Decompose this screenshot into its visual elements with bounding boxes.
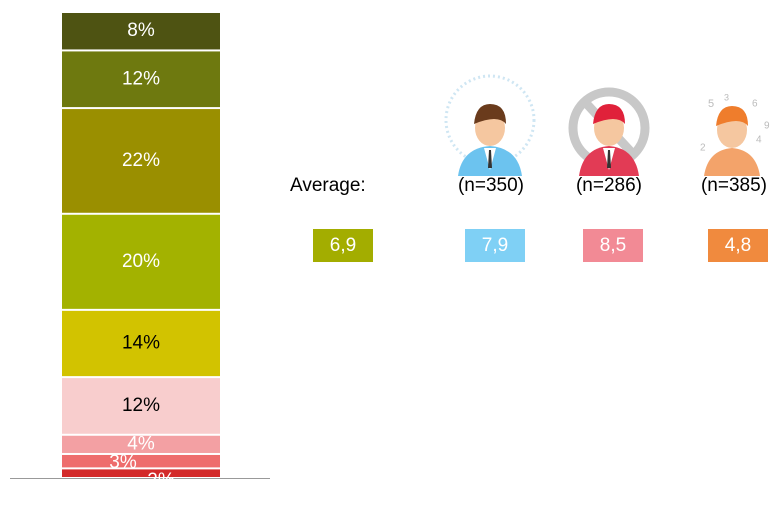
bar-segment [62,454,220,468]
svg-text:3: 3 [724,92,729,102]
bar-label: 14% [122,333,160,354]
bar-label: 8% [127,20,155,41]
bar-segment [62,310,220,377]
bar-segment [62,378,220,434]
icon-brands [444,74,536,176]
average-value: 7,9 [482,235,508,256]
svg-text:2: 2 [700,143,706,154]
svg-text:9: 9 [764,121,770,132]
bar-label: 4% [127,433,155,454]
icon-numbers: 53 69 2 4 [700,92,770,176]
bar-label: 12% [122,395,160,416]
bar-label: 12% [122,68,160,89]
average-value: 4,8 [725,235,751,256]
icon-no [568,87,650,176]
bar-label: 2% [147,470,175,491]
svg-text:4: 4 [756,135,762,146]
average-box [583,229,643,262]
bar-segment [62,13,220,50]
bar-segment [62,109,220,213]
average-value: 8,5 [600,235,626,256]
average-box [465,229,525,262]
sample-size: (n=286) [576,175,642,196]
sample-size: (n=350) [458,175,524,196]
bar-label: 20% [122,251,160,272]
bar-segment [62,51,220,108]
bar-label: 3% [109,452,137,473]
sample-size: (n=385) [701,175,767,196]
svg-text:6: 6 [752,99,758,110]
average-label: Average: [290,175,366,196]
bar-label: 22% [122,150,160,171]
bar-segment [62,214,220,309]
bar-segment [62,435,220,453]
svg-text:5: 5 [708,98,714,110]
bar-segment [62,469,220,477]
average-value: 6,9 [330,235,356,256]
average-box [313,229,373,262]
average-box [708,229,768,262]
